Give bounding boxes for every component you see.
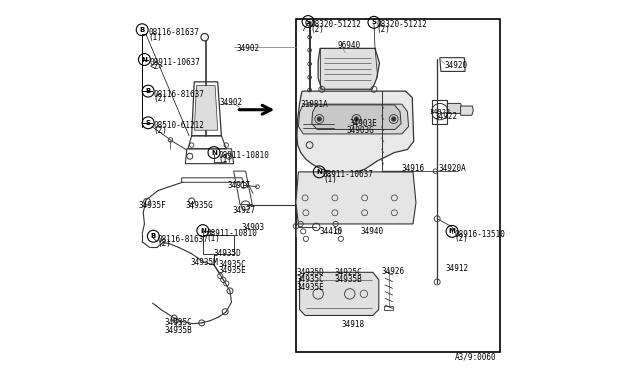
Text: 34410: 34410 [319,227,342,236]
Text: (1): (1) [323,175,337,184]
Text: S: S [371,19,376,25]
Text: 34935C: 34935C [297,275,324,284]
Text: 34935D: 34935D [297,268,324,277]
Text: B: B [150,233,156,239]
Polygon shape [298,104,408,134]
Circle shape [354,117,358,121]
Text: 08116-81637: 08116-81637 [154,90,204,99]
Circle shape [317,117,321,121]
Text: B: B [140,27,145,33]
Polygon shape [297,91,413,173]
Bar [431,100,447,124]
Text: (2): (2) [154,126,167,135]
Text: 34926: 34926 [381,267,404,276]
Text: 08911-10637: 08911-10637 [323,170,374,179]
Text: 34902: 34902 [236,44,259,53]
Text: 34935B: 34935B [164,326,192,335]
Text: 34902: 34902 [220,98,243,107]
Text: (2): (2) [454,234,468,243]
Bar [385,306,394,310]
Text: 34940: 34940 [360,227,383,236]
Text: 08116-81637: 08116-81637 [148,28,199,37]
Text: 08911-10810: 08911-10810 [207,229,257,238]
Text: 96940: 96940 [338,41,361,50]
Text: 08911-10637: 08911-10637 [150,58,200,67]
Text: B: B [145,88,151,94]
Text: N: N [211,150,217,155]
Text: 34935B: 34935B [334,275,362,284]
Polygon shape [447,103,462,113]
Text: N: N [200,228,205,234]
Text: 34903: 34903 [241,223,264,232]
Text: (1): (1) [207,234,220,243]
Text: (1): (1) [148,33,162,42]
Text: 34912: 34912 [445,264,469,273]
Text: 34920: 34920 [445,61,468,70]
Text: 08510-61212: 08510-61212 [154,121,204,130]
Text: (2): (2) [154,94,167,103]
Polygon shape [318,48,380,89]
Text: 34916: 34916 [401,164,424,173]
Text: 08320-51212: 08320-51212 [376,20,428,29]
Polygon shape [461,106,473,115]
Text: 08916-13510: 08916-13510 [454,230,506,239]
Text: 34922: 34922 [435,112,458,121]
Text: S: S [305,19,310,25]
Bar [296,19,500,352]
Text: 34918: 34918 [342,320,365,329]
Text: S: S [146,120,150,126]
Text: 34935C: 34935C [219,260,246,269]
Text: 08320-51212: 08320-51212 [310,20,362,29]
Text: 34935M: 34935M [191,258,218,267]
Text: N: N [316,169,322,175]
Text: 34922: 34922 [429,109,451,115]
Text: 08116-81637: 08116-81637 [157,235,208,244]
Polygon shape [300,272,379,315]
Text: 34935E: 34935E [297,283,324,292]
Text: 34935G: 34935G [186,201,213,210]
Text: (1): (1) [219,155,233,164]
Text: (2): (2) [157,239,171,248]
Text: <2>: <2> [150,62,163,71]
Text: 34935C: 34935C [164,318,192,327]
Text: 34935F: 34935F [138,201,166,210]
Polygon shape [195,86,218,130]
Text: (2): (2) [376,25,390,34]
Polygon shape [296,172,416,224]
Text: 31981A: 31981A [301,100,328,109]
Circle shape [392,117,396,121]
Text: N: N [141,57,147,62]
Text: 34927: 34927 [232,206,256,215]
Text: 34935E: 34935E [219,266,246,275]
Text: 34917: 34917 [228,182,251,190]
Polygon shape [312,105,401,129]
Text: 34903E: 34903E [349,119,377,128]
Text: (2): (2) [310,25,324,34]
Text: M: M [449,228,456,234]
Text: 08911-10810: 08911-10810 [219,151,269,160]
Text: 34903G: 34903G [347,126,374,135]
Text: 34925C: 34925C [334,268,362,277]
Text: A3/9:0060: A3/9:0060 [455,353,497,362]
Text: 34935D: 34935D [214,249,242,258]
Text: 34920A: 34920A [438,164,466,173]
